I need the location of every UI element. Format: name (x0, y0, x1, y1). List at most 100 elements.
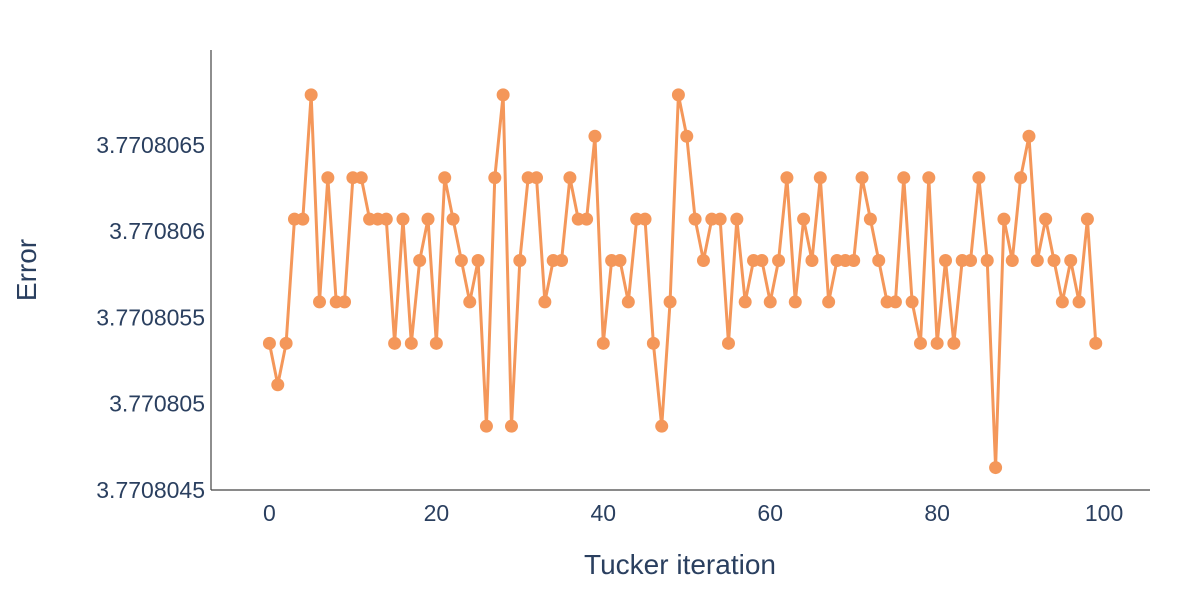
data-point (421, 212, 435, 226)
data-point (471, 254, 485, 268)
data-point (1022, 129, 1036, 143)
data-point (563, 171, 577, 185)
plot-area (262, 88, 1103, 475)
data-point (989, 461, 1003, 475)
data-point (997, 212, 1011, 226)
y-tick-label: 3.770806 (109, 218, 205, 244)
y-axis-title: Error (11, 239, 42, 301)
data-point (763, 295, 777, 309)
data-point (313, 295, 327, 309)
data-point (513, 254, 527, 268)
data-point (696, 254, 710, 268)
data-point (772, 254, 786, 268)
data-point (888, 295, 902, 309)
series (262, 88, 1103, 475)
data-point (354, 171, 368, 185)
data-point (454, 254, 468, 268)
data-point (972, 171, 986, 185)
data-point (646, 336, 660, 350)
data-point (262, 336, 276, 350)
data-point (847, 254, 861, 268)
data-point (338, 295, 352, 309)
data-point (721, 336, 735, 350)
data-point (930, 336, 944, 350)
data-point (279, 336, 293, 350)
data-point (922, 171, 936, 185)
data-point (805, 254, 819, 268)
data-point (463, 295, 477, 309)
data-point (1014, 171, 1028, 185)
data-point (1080, 212, 1094, 226)
y-tick-label: 3.7708045 (96, 477, 205, 503)
data-point (738, 295, 752, 309)
data-point (388, 336, 402, 350)
data-point (304, 88, 318, 102)
data-point (321, 171, 335, 185)
data-point (488, 171, 502, 185)
data-point (271, 378, 285, 392)
data-point (588, 129, 602, 143)
data-point (1047, 254, 1061, 268)
y-tick-label: 3.7708065 (96, 132, 205, 158)
y-tick-label: 3.7708055 (96, 304, 205, 330)
data-point (1055, 295, 1069, 309)
x-tick-label: 40 (590, 500, 616, 526)
data-point (947, 336, 961, 350)
data-point (788, 295, 802, 309)
data-point (621, 295, 635, 309)
data-point (688, 212, 702, 226)
x-tick-label: 20 (424, 500, 450, 526)
data-point (1089, 336, 1103, 350)
data-point (780, 171, 794, 185)
data-point (663, 295, 677, 309)
data-point (504, 419, 518, 433)
data-point (905, 295, 919, 309)
data-point (596, 336, 610, 350)
data-point (680, 129, 694, 143)
data-point (713, 212, 727, 226)
data-point (404, 336, 418, 350)
data-point (1005, 254, 1019, 268)
data-point (1039, 212, 1053, 226)
x-tick-label: 80 (924, 500, 950, 526)
data-point (613, 254, 627, 268)
x-tick-label: 100 (1085, 500, 1123, 526)
data-point (980, 254, 994, 268)
data-point (296, 212, 310, 226)
data-point (396, 212, 410, 226)
data-point (655, 419, 669, 433)
data-point (555, 254, 569, 268)
data-point (671, 88, 685, 102)
data-point (429, 336, 443, 350)
x-axis-title: Tucker iteration (584, 549, 776, 580)
data-point (580, 212, 594, 226)
y-axis: 3.7708045 3.770805 3.7708055 3.770806 3.7708… (96, 50, 212, 503)
data-point (755, 254, 769, 268)
data-point (855, 171, 869, 185)
data-point (822, 295, 836, 309)
data-point (730, 212, 744, 226)
data-point (446, 212, 460, 226)
data-point (530, 171, 544, 185)
data-point (379, 212, 393, 226)
data-point (638, 212, 652, 226)
data-point (863, 212, 877, 226)
data-point (964, 254, 978, 268)
data-point (496, 88, 510, 102)
data-point (797, 212, 811, 226)
x-axis: 0 20 40 60 80 100 (211, 489, 1150, 526)
data-point (1030, 254, 1044, 268)
data-point (479, 419, 493, 433)
data-point (438, 171, 452, 185)
data-point (1072, 295, 1086, 309)
data-point (939, 254, 953, 268)
x-tick-label: 0 (263, 500, 276, 526)
data-point (413, 254, 427, 268)
x-tick-label: 60 (757, 500, 783, 526)
data-point (897, 171, 911, 185)
series-line (267, 93, 1098, 470)
data-point (1064, 254, 1078, 268)
data-point (872, 254, 886, 268)
data-point (813, 171, 827, 185)
